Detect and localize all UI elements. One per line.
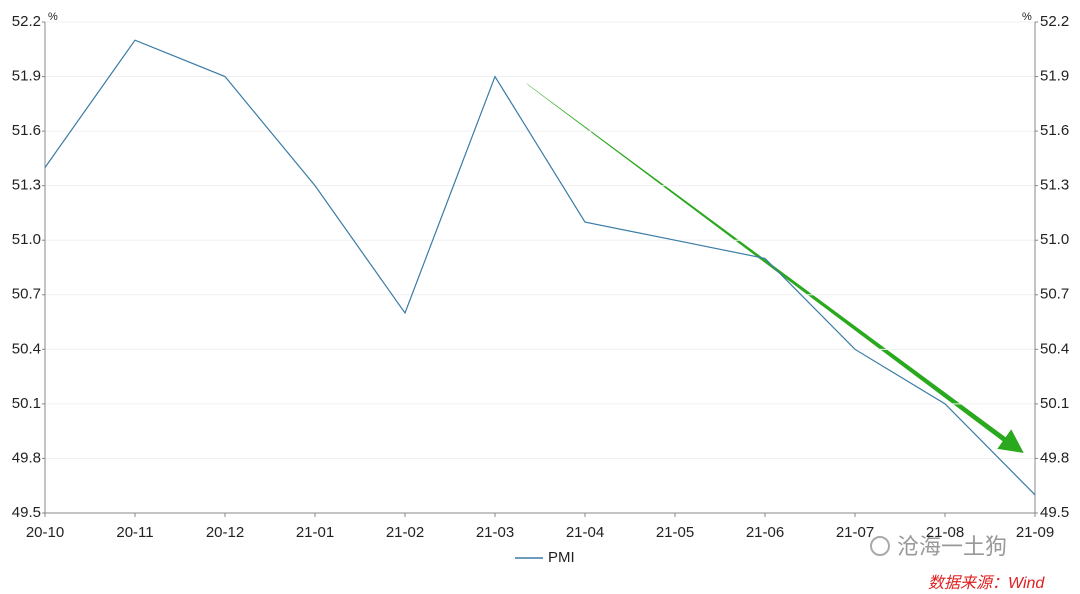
x-tick-label: 21-09: [1016, 524, 1054, 541]
x-tick-label: 21-01: [296, 524, 334, 541]
y-tick-label: 52.2: [12, 13, 41, 30]
y-tick-label: 49.8: [12, 449, 41, 466]
legend-label: PMI: [548, 549, 575, 566]
y2-tick-label: 51.6: [1040, 122, 1069, 139]
x-tick-label: 21-06: [746, 524, 784, 541]
y-tick-label: 50.7: [12, 286, 41, 303]
y2-unit: %: [1022, 11, 1032, 23]
y2-tick-label: 50.7: [1040, 286, 1069, 303]
x-tick-label: 21-07: [836, 524, 874, 541]
x-tick-label: 20-11: [116, 524, 153, 541]
y-tick-label: 50.4: [12, 340, 41, 357]
x-tick-label: 20-12: [206, 524, 244, 541]
trend-arrow-head: [997, 429, 1024, 453]
trend-arrow: [526, 83, 1008, 443]
x-tick-label: 21-05: [656, 524, 694, 541]
y-tick-label: 51.3: [12, 177, 41, 194]
line-series: [44, 39, 1036, 496]
y2-tick-label: 49.5: [1040, 504, 1069, 521]
watermark: 沧海一土狗: [870, 534, 1007, 559]
watermark-icon: [870, 536, 890, 556]
y-tick-label: 51.6: [12, 122, 41, 139]
x-tick-label: 21-02: [386, 524, 424, 541]
x-tick-label: 21-08: [926, 524, 964, 541]
x-tick-label: 21-04: [566, 524, 604, 541]
y2-tick-label: 50.4: [1040, 340, 1069, 357]
source-note: 数据来源：Wind: [928, 574, 1045, 592]
y-tick-label: 51.0: [12, 231, 41, 248]
y2-tick-label: 51.9: [1040, 68, 1069, 85]
y-tick-label: 50.1: [12, 395, 41, 412]
y2-tick-label: 49.8: [1040, 449, 1069, 466]
y2-tick-label: 52.2: [1040, 13, 1069, 30]
y2-tick-label: 50.1: [1040, 395, 1069, 412]
y-tick-label: 49.5: [12, 504, 41, 521]
y2-tick-label: 51.3: [1040, 177, 1069, 194]
watermark-text: 沧海一土狗: [897, 534, 1007, 559]
x-tick-label: 21-03: [476, 524, 514, 541]
y2-tick-label: 51.0: [1040, 231, 1069, 248]
y-unit: %: [48, 11, 58, 23]
x-tick-label: 20-10: [26, 524, 64, 541]
y-tick-label: 51.9: [12, 68, 41, 85]
